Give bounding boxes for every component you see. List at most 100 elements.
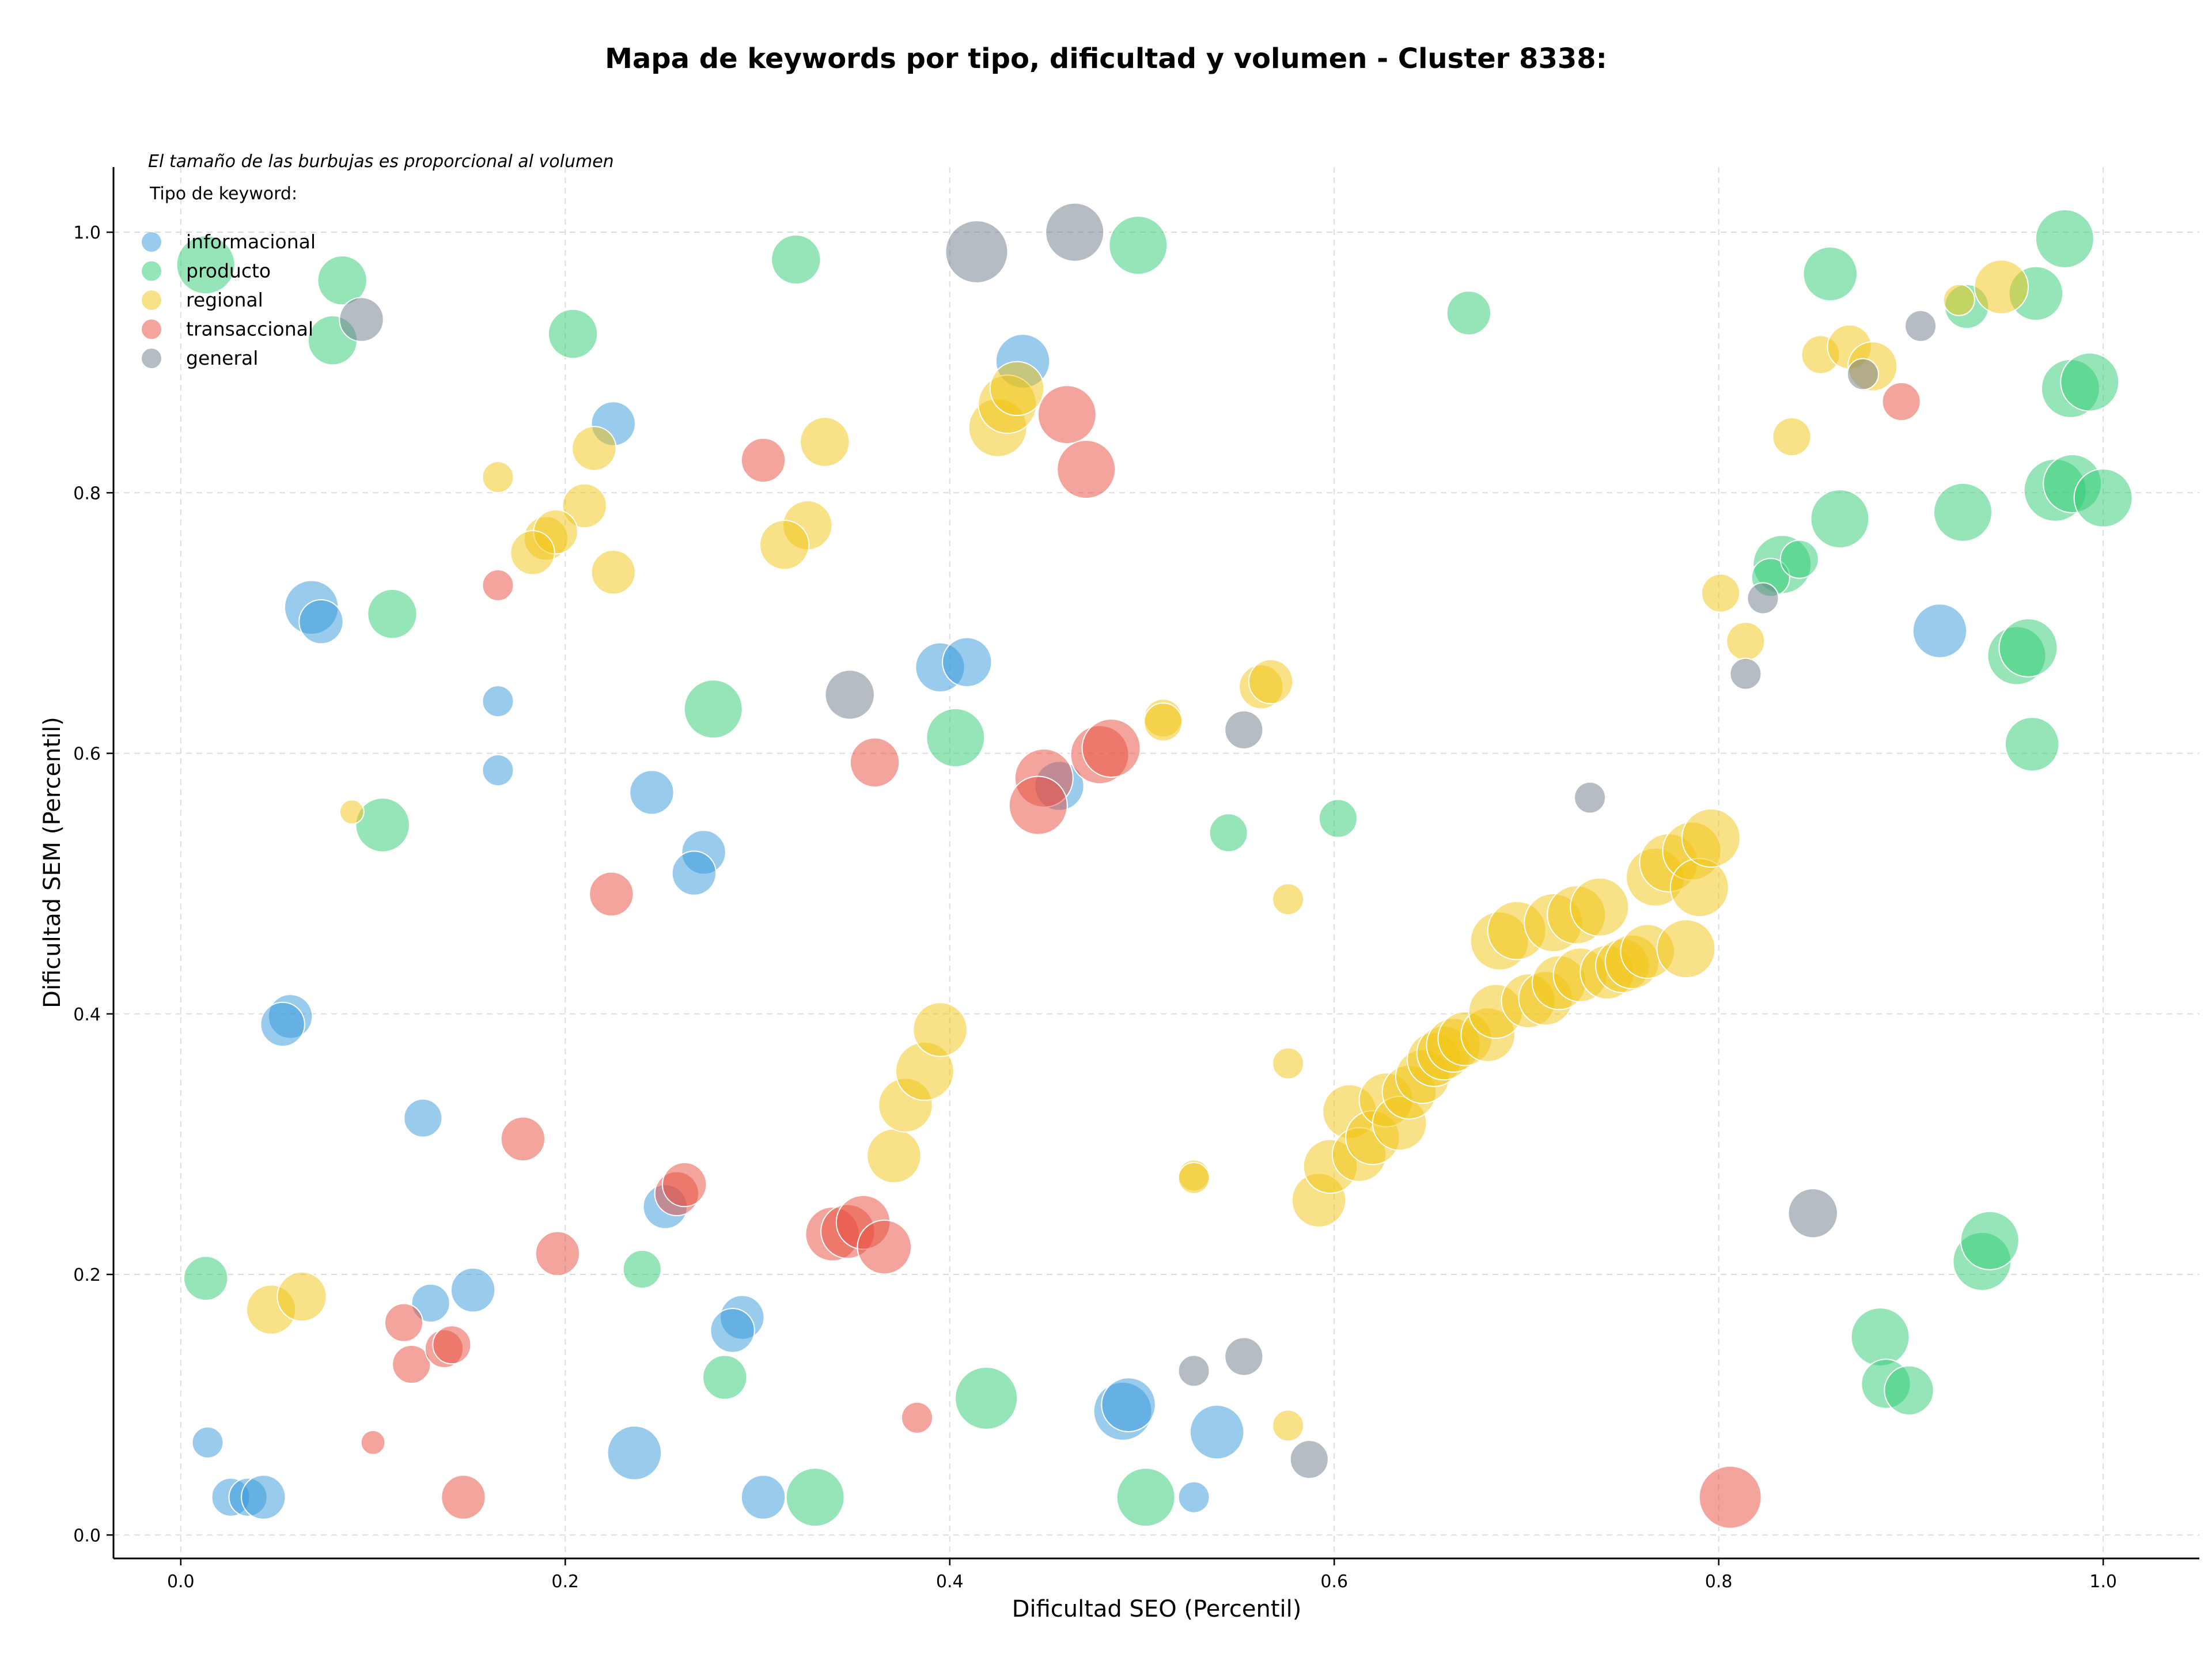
bubble-transaccional — [849, 737, 900, 788]
bubble-regional — [1177, 1161, 1210, 1194]
bubble-regional — [1669, 857, 1729, 917]
x-tick-label: 0.4 — [936, 1572, 964, 1592]
series-general — [339, 202, 1937, 1480]
bubble-informacional — [482, 754, 514, 786]
ticks-layer: 0.0 0.2 0.4 0.6 0.8 1.0 0.0 0.2 0.4 0.6 0.8 1.0 — [73, 223, 2117, 1592]
bubble-producto — [2073, 468, 2133, 528]
bubble-producto — [1884, 1365, 1934, 1416]
bubble-informacional — [629, 770, 675, 815]
bubble-regional — [482, 461, 514, 494]
bubble-informacional — [191, 1426, 224, 1459]
bubble-producto — [1116, 1467, 1176, 1527]
bubble-regional — [1726, 622, 1766, 661]
legend: informacional producto regional transaccion… — [142, 230, 316, 369]
bubble-regional — [912, 1002, 968, 1057]
bubble-regional — [1772, 417, 1812, 457]
legend-marker-regional — [142, 290, 161, 310]
bubble-transaccional — [384, 1303, 424, 1342]
bubble-regional — [1681, 808, 1741, 868]
bubble-producto — [1209, 813, 1248, 853]
y-tick-label: 1.0 — [73, 223, 101, 243]
bubble-general — [945, 220, 1009, 283]
bubble-producto — [1802, 246, 1858, 302]
bubble-general — [1846, 358, 1879, 391]
bubble-regional — [1272, 1409, 1305, 1442]
bubble-regional — [562, 483, 607, 529]
bubble-regional — [1942, 283, 1975, 316]
bubble-informacional — [740, 1474, 786, 1520]
bubble-transaccional — [1081, 718, 1141, 778]
legend-marker-transaccional — [142, 319, 161, 339]
y-tick-label: 0.4 — [73, 1005, 101, 1025]
bubble-general — [1747, 582, 1779, 615]
bubble-informacional — [942, 637, 993, 687]
bubble-regional — [989, 361, 1045, 417]
bubble-producto — [1810, 489, 1870, 549]
bubble-transaccional — [1037, 385, 1097, 445]
legend-label-regional: regional — [186, 289, 263, 311]
bubble-informacional — [260, 1001, 305, 1047]
bubble-producto — [1960, 1210, 2020, 1270]
bubble-general — [824, 669, 875, 720]
bubble-general — [1904, 309, 1937, 342]
bubble-producto — [317, 255, 368, 306]
bubble-transaccional — [500, 1116, 546, 1162]
legend-label-general: general — [186, 347, 258, 369]
bubble-general — [1289, 1440, 1329, 1480]
bubble-regional — [759, 520, 810, 570]
bubble-regional — [1272, 1047, 1305, 1080]
x-tick-label: 0.2 — [551, 1572, 579, 1592]
bubble-producto — [1850, 1307, 1910, 1367]
bubble-regional — [1656, 919, 1716, 979]
bubble-general — [1045, 202, 1105, 262]
bubble-transaccional — [392, 1345, 431, 1384]
bubble-transaccional — [740, 437, 786, 483]
bubble-producto — [1998, 618, 2058, 678]
series-transaccional — [360, 381, 1921, 1529]
bubble-producto — [547, 308, 599, 360]
bubble-regional — [1143, 702, 1183, 742]
bubble-producto — [926, 707, 986, 767]
bubble-informacional — [482, 685, 514, 718]
bubble-regional — [866, 1128, 922, 1184]
bubble-informacional — [241, 1474, 286, 1520]
bubble-informacional — [607, 1425, 662, 1481]
bubble-transaccional — [360, 1429, 386, 1455]
bubble-informacional — [403, 1098, 443, 1138]
y-tick-label: 0.6 — [73, 744, 101, 765]
bubble-informacional — [1912, 603, 1968, 659]
bubble-informacional — [671, 850, 717, 896]
legend-marker-producto — [142, 261, 161, 281]
bubble-producto — [2035, 209, 2094, 268]
bubble-informacional — [450, 1267, 496, 1313]
bubble-regional — [1570, 877, 1630, 937]
legend-label-informacional: informacional — [186, 230, 316, 253]
bubble-transaccional — [432, 1325, 472, 1365]
x-tick-label: 1.0 — [2089, 1572, 2117, 1592]
bubble-transaccional — [535, 1231, 581, 1277]
bubble-producto — [1779, 539, 1819, 579]
bubble-transaccional — [662, 1161, 707, 1208]
bubble-regional — [1248, 659, 1294, 705]
bubble-producto — [2060, 352, 2120, 412]
bubble-producto — [183, 1255, 229, 1301]
bubble-general — [1224, 710, 1264, 750]
bubble-informacional — [298, 599, 344, 645]
bubble-informacional — [411, 1283, 450, 1323]
bubble-producto — [1446, 290, 1491, 336]
bubble-transaccional — [1008, 775, 1068, 835]
x-tick-label: 0.8 — [1705, 1572, 1733, 1592]
bubble-transaccional — [441, 1474, 486, 1520]
bubble-producto — [367, 588, 418, 640]
bubble-regional — [800, 417, 850, 467]
bubble-producto — [785, 1467, 845, 1527]
bubble-general — [1729, 657, 1762, 690]
bubble-general — [1574, 781, 1607, 814]
bubble-transaccional — [589, 871, 634, 917]
bubble-regional — [571, 426, 617, 471]
bubble-informacional — [1189, 1404, 1245, 1460]
bubble-transaccional — [857, 1219, 912, 1275]
legend-label-producto: producto — [186, 260, 271, 282]
bubble-producto — [622, 1249, 662, 1289]
